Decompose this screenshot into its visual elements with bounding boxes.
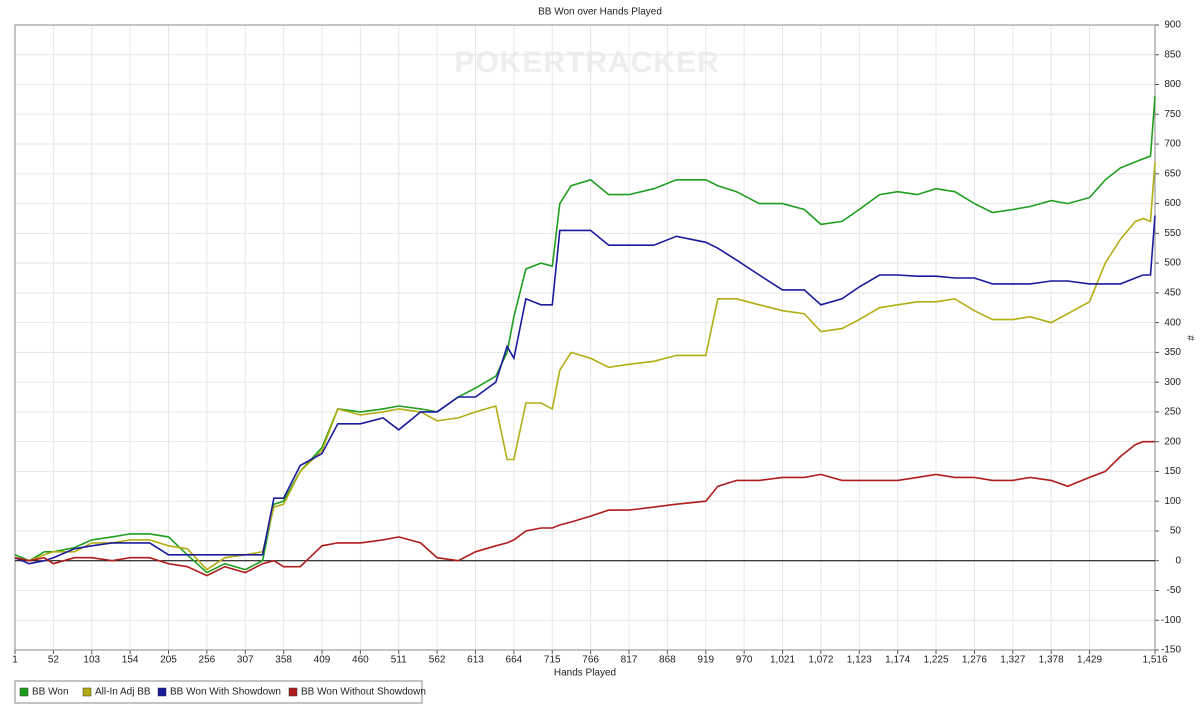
x-tick-label: 919 [697,655,714,666]
x-tick-label: 307 [237,655,254,666]
x-tick-label: 1,378 [1039,655,1064,666]
y-axis-label: # [1184,335,1195,341]
legend-swatch [19,687,29,697]
x-tick-label: 1,429 [1077,655,1102,666]
x-axis-label: Hands Played [554,668,616,679]
x-tick-label: 1,021 [770,655,795,666]
legend-label: BB Won Without Showdown [301,687,426,698]
x-tick-label: 1,276 [962,655,987,666]
x-tick-label: 511 [391,655,407,666]
y-tick-label: 750 [1164,109,1181,120]
x-tick-label: 358 [275,655,292,666]
series-line [14,440,1155,577]
legend-label: BB Won [32,687,69,698]
x-tick-label: 409 [314,655,331,666]
y-tick-label: 50 [1170,526,1182,537]
y-tick-label: 300 [1164,377,1181,388]
y-tick-label: 500 [1164,258,1181,269]
y-tick-label: 400 [1164,317,1181,328]
x-tick-label: 613 [467,655,484,666]
x-tick-label: 1,123 [847,655,872,666]
series-line [14,215,1156,565]
x-tick-label: 868 [659,655,676,666]
x-tick-label: 1,174 [885,655,910,666]
legend-swatch [157,687,167,697]
y-tick-label: 650 [1164,168,1181,179]
x-tick-label: 562 [429,655,446,666]
series-line [14,161,1156,571]
legend-label: All-In Adj BB [95,687,151,698]
x-tick-label: 256 [199,655,216,666]
legend-box [14,680,423,704]
y-tick-label: 0 [1175,555,1181,566]
legend-swatch [288,687,298,697]
x-tick-label: 817 [621,655,638,666]
y-tick-label: 150 [1164,466,1181,477]
y-tick-label: 550 [1164,228,1181,239]
x-tick-label: 1,072 [808,655,833,666]
y-tick-label: 250 [1164,407,1181,418]
y-tick-label: 900 [1164,20,1181,31]
y-tick-label: 600 [1164,198,1181,209]
y-tick-label: -150 [1161,645,1181,656]
y-tick-label: 800 [1164,79,1181,90]
x-tick-label: 205 [160,655,177,666]
x-tick-label: 154 [122,655,139,666]
x-tick-label: 970 [736,655,753,666]
series-line [14,96,1156,574]
x-tick-label: 1,225 [924,655,949,666]
y-tick-label: 200 [1164,436,1181,447]
y-tick-label: 700 [1164,139,1181,150]
legend-swatch [82,687,92,697]
y-tick-label: 450 [1164,287,1181,298]
y-tick-label: 350 [1164,347,1181,358]
plot-border [14,24,1156,651]
legend-label: BB Won With Showdown [170,687,281,698]
chart-title: BB Won over Hands Played [538,7,662,18]
y-tick-label: -100 [1161,615,1181,626]
y-tick-label: 100 [1164,496,1181,507]
x-tick-label: 103 [83,655,100,666]
x-tick-label: 664 [506,655,523,666]
y-tick-label: -50 [1167,585,1182,596]
x-tick-label: 52 [48,655,60,666]
watermark: POKERTRACKER [454,46,719,79]
x-tick-label: 1,327 [1000,655,1025,666]
x-tick-label: 766 [582,655,599,666]
x-tick-label: 715 [544,655,561,666]
x-tick-label: 460 [352,655,369,666]
y-tick-label: 850 [1164,49,1181,60]
x-tick-label: 1 [12,655,18,666]
x-tick-label: 1,516 [1142,655,1167,666]
